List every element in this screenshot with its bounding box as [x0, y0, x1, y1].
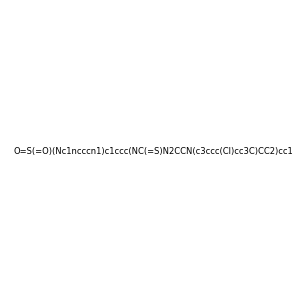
Text: O=S(=O)(Nc1ncccn1)c1ccc(NC(=S)N2CCN(c3ccc(Cl)cc3C)CC2)cc1: O=S(=O)(Nc1ncccn1)c1ccc(NC(=S)N2CCN(c3cc… [14, 147, 294, 156]
